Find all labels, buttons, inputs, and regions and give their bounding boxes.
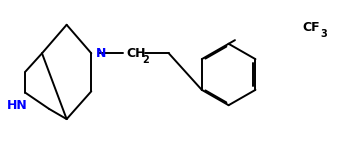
Text: N: N bbox=[96, 47, 106, 60]
Text: CF: CF bbox=[302, 21, 320, 34]
Text: 2: 2 bbox=[143, 55, 149, 65]
Text: 3: 3 bbox=[321, 29, 328, 39]
Text: CH: CH bbox=[126, 47, 146, 60]
Text: HN: HN bbox=[7, 99, 28, 112]
